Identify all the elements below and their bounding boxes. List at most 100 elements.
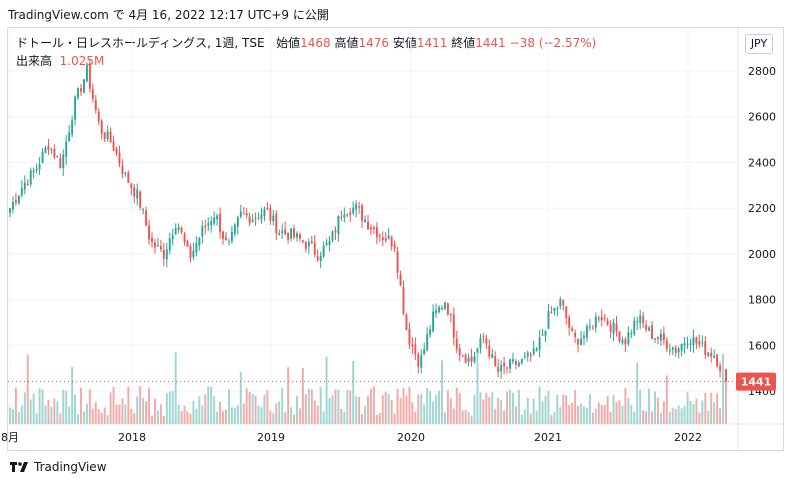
candle-body <box>381 237 384 240</box>
candle-body <box>177 227 180 230</box>
volume-bar <box>9 407 11 424</box>
candle-body <box>461 355 464 357</box>
candle-body <box>494 356 497 366</box>
volume-bar <box>387 393 390 424</box>
symbol-label[interactable]: ドトール・日レスホールディングス, 1週, TSE <box>16 36 265 50</box>
volume-bar <box>580 403 582 424</box>
candle-body <box>242 213 245 215</box>
currency-button[interactable]: JPY <box>745 34 773 54</box>
candle-body <box>310 241 313 244</box>
volume-bar <box>118 404 121 424</box>
volume-bar <box>494 409 497 424</box>
price-tick-label: 1600 <box>748 339 776 352</box>
candle-body <box>408 328 411 345</box>
volume-bar <box>390 399 393 424</box>
candle-body <box>133 187 136 197</box>
volume-bar <box>529 413 532 424</box>
volume-bar <box>609 411 612 424</box>
volume-bar <box>656 397 659 424</box>
close-value: 1441 <box>475 36 506 50</box>
candle-body <box>387 235 390 239</box>
candle-body <box>257 218 260 220</box>
volume-bar <box>301 367 304 424</box>
candle-body <box>514 361 517 365</box>
price-tick-label: 2800 <box>748 65 776 78</box>
volume-bar <box>124 404 127 424</box>
candle-body <box>512 359 514 362</box>
volume-bar <box>544 396 547 424</box>
volume-bar <box>645 411 648 424</box>
candle-body <box>337 216 340 235</box>
volume-bar <box>372 386 375 424</box>
candle-body <box>361 205 364 221</box>
candle-body <box>38 164 41 170</box>
volume-bar <box>284 412 287 424</box>
volume-value: 1.025M <box>59 54 105 68</box>
candle-body <box>230 231 233 242</box>
candle-body <box>659 333 662 341</box>
last-price-tag-label: 1441 <box>741 376 772 389</box>
candle-body <box>245 213 248 216</box>
candle-body <box>630 332 633 335</box>
high-label: 高値 <box>334 36 359 50</box>
volume-bar <box>254 395 257 424</box>
candle-body <box>145 210 148 226</box>
candle-body <box>272 215 275 222</box>
volume-bar <box>14 387 17 424</box>
candle-body <box>103 132 106 139</box>
volume-legend: 出来高 1.025M <box>16 52 104 69</box>
candle-body <box>227 241 230 243</box>
volume-bar <box>458 393 461 424</box>
candle-body <box>159 246 162 250</box>
candle-body <box>204 225 207 228</box>
volume-bar <box>420 394 423 424</box>
candle-body <box>588 326 591 328</box>
candle-body <box>189 246 192 259</box>
volume-bar <box>512 392 514 424</box>
volume-bar <box>293 414 295 424</box>
volume-bar <box>585 408 588 424</box>
volume-bar <box>322 411 325 424</box>
candle-body <box>550 312 553 314</box>
volume-bar <box>600 405 603 424</box>
volume-bar <box>151 415 153 424</box>
volume-bar <box>414 411 417 424</box>
price-tick-label: 2200 <box>748 202 776 215</box>
volume-bar <box>603 405 606 424</box>
candle-body <box>142 209 145 211</box>
volume-bar <box>621 405 624 424</box>
volume-bar <box>112 387 115 424</box>
candle-body <box>284 229 287 234</box>
candle-body <box>707 352 710 356</box>
candle-body <box>402 287 405 314</box>
volume-bar <box>713 402 716 424</box>
candle-body <box>287 232 290 240</box>
volume-bar <box>485 392 488 424</box>
candle-body <box>710 352 713 357</box>
candle-body <box>411 344 414 347</box>
candle-body <box>293 228 295 238</box>
volume-bar <box>242 403 245 424</box>
candle-body <box>609 324 612 332</box>
volume-bar <box>426 387 429 424</box>
volume-bar <box>355 396 358 424</box>
volume-bar <box>597 402 600 424</box>
volume-bar <box>20 405 23 424</box>
candle-body <box>313 242 316 255</box>
volume-bar <box>594 408 597 424</box>
candle-body <box>435 310 438 314</box>
candle-body <box>443 302 446 309</box>
volume-bar <box>476 352 479 424</box>
volume-bar <box>180 411 183 424</box>
candle-body <box>236 217 239 227</box>
volume-bar <box>509 389 511 424</box>
volume-bar <box>375 415 378 424</box>
candle-body <box>68 132 71 142</box>
time-tick-label: 2022 <box>674 431 702 444</box>
candle-body <box>56 156 59 158</box>
volume-bar <box>408 387 411 424</box>
volume-bar <box>378 412 381 424</box>
volume-bar <box>65 390 68 424</box>
volume-bar <box>695 398 698 424</box>
